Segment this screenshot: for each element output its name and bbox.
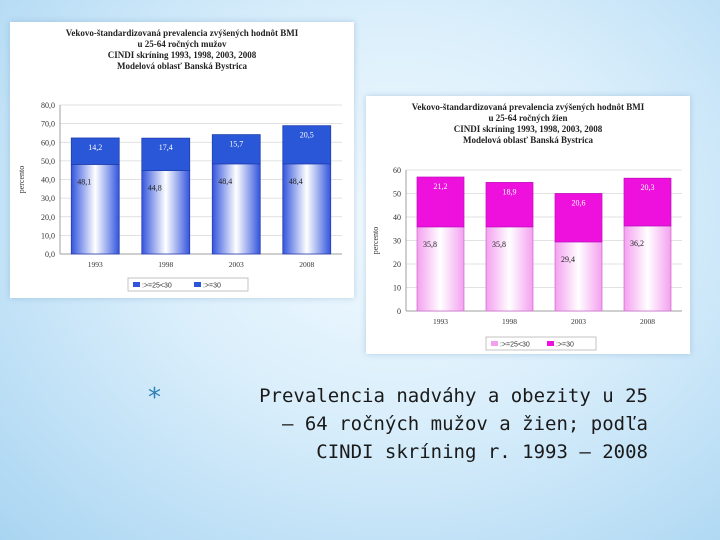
- data-label: 35,8: [492, 240, 506, 249]
- legend-label: :>=30: [203, 283, 221, 290]
- bar-segment-upper: [623, 177, 672, 227]
- y-tick-label: 0: [397, 307, 401, 316]
- y-tick-label: 50,0: [41, 157, 55, 166]
- y-tick-label: 10: [393, 284, 401, 293]
- legend-swatch: [133, 282, 140, 287]
- x-tick-label: 2008: [640, 317, 655, 326]
- women-title-line: CINDI skríning 1993, 1998, 2003, 2008: [453, 124, 603, 134]
- men-title-line: CINDI skríning 1993, 1998, 2003, 2008: [107, 50, 257, 60]
- women-plot-area: 0 10 20 30 40 50 60 percento 35,8 21,2 1993 35,8 18,…: [371, 166, 682, 351]
- bar-segment-lower: [554, 241, 603, 312]
- legend-label: :>=25<30: [500, 342, 530, 349]
- data-label: 20,6: [572, 199, 586, 208]
- data-label: 36,2: [630, 239, 644, 248]
- x-tick-label: 1998: [158, 260, 173, 269]
- x-tick-label: 2003: [571, 317, 586, 326]
- data-label: 48,1: [77, 177, 91, 186]
- data-label: 18,9: [503, 187, 517, 196]
- men-title-line: u 25-64 ročných mužov: [137, 39, 227, 49]
- data-label: 17,4: [159, 143, 173, 152]
- caption-line: – 64 ročných mužov a žien; podľa: [281, 413, 648, 435]
- y-tick-label: 20,0: [41, 213, 55, 222]
- women-title-line: u 25-64 ročných žien: [488, 113, 568, 123]
- x-tick-label: 1993: [88, 260, 103, 269]
- women-title-line: Vekovo-štandardizovaná prevalencia zvýše…: [411, 102, 645, 112]
- caption-line: Prevalencia nadváhy a obezity u 25: [259, 385, 648, 407]
- bar-segment-upper: [141, 137, 191, 171]
- slide-caption: * Prevalencia nadváhy a obezity u 25 – 6…: [148, 382, 648, 466]
- caption-line: CINDI skríning r. 1993 – 2008: [316, 441, 648, 463]
- y-tick-label: 30,0: [41, 194, 55, 203]
- legend-label: :>=25<30: [142, 283, 172, 290]
- legend-swatch: [547, 341, 554, 346]
- asterisk-bullet-icon: *: [148, 383, 161, 413]
- women-chart-title: Vekovo-štandardizovaná prevalencia zvýše…: [366, 102, 690, 146]
- y-tick-label: 20: [393, 260, 401, 269]
- bar-segment-upper: [416, 176, 465, 228]
- data-label: 15,7: [229, 140, 243, 149]
- legend-label: :>=30: [556, 342, 574, 349]
- y-tick-label: 0,0: [45, 250, 55, 259]
- y-axis-label: percento: [371, 227, 380, 255]
- legend-box: [485, 336, 597, 351]
- bar-segment-lower: [282, 163, 332, 255]
- women-title-line: Modelová oblasť Banská Bystrica: [463, 135, 593, 145]
- y-tick-label: 30: [393, 237, 401, 246]
- bar-segment-upper: [485, 182, 534, 228]
- x-tick-label: 2003: [229, 260, 244, 269]
- data-label: 20,3: [641, 183, 655, 192]
- bar-segment-lower: [623, 225, 672, 312]
- men-bmi-chart: Vekovo-štandardizovaná prevalencia zvýše…: [10, 22, 354, 298]
- bar-segment-upper: [70, 137, 120, 165]
- bar-segment-upper: [282, 125, 332, 165]
- women-bmi-chart: Vekovo-štandardizovaná prevalencia zvýše…: [366, 96, 690, 354]
- bar-segment-lower: [485, 226, 534, 312]
- data-label: 14,2: [88, 143, 102, 152]
- men-chart-title: Vekovo-štandardizovaná prevalencia zvýše…: [10, 28, 354, 72]
- x-tick-label: 1998: [502, 317, 517, 326]
- legend-swatch: [194, 282, 201, 287]
- y-tick-label: 40: [393, 213, 401, 222]
- data-label: 21,2: [434, 182, 448, 191]
- data-label: 48,4: [218, 177, 232, 186]
- bar-segment-lower: [70, 164, 120, 255]
- data-label: 29,4: [561, 255, 575, 264]
- y-axis-label: percento: [17, 166, 26, 194]
- y-tick-label: 60: [393, 166, 401, 175]
- y-tick-label: 60,0: [41, 138, 55, 147]
- bar-segment-upper: [211, 134, 261, 165]
- y-tick-label: 80,0: [41, 101, 55, 110]
- x-tick-label: 2008: [299, 260, 314, 269]
- y-tick-label: 70,0: [41, 120, 55, 129]
- y-tick-label: 50: [393, 190, 401, 199]
- x-tick-label: 1993: [433, 317, 448, 326]
- legend-box: [127, 277, 249, 292]
- data-label: 48,4: [289, 177, 303, 186]
- men-title-line: Vekovo-štandardizovaná prevalencia zvýše…: [65, 28, 299, 38]
- men-title-line: Modelová oblasť Banská Bystrica: [117, 61, 247, 71]
- bar-segment-lower: [141, 170, 191, 255]
- data-label: 35,8: [423, 240, 437, 249]
- y-tick-label: 40,0: [41, 176, 55, 185]
- y-tick-label: 10,0: [41, 231, 55, 240]
- legend-swatch: [491, 341, 498, 346]
- data-label: 20,5: [300, 131, 314, 140]
- bar-segment-upper: [554, 193, 603, 243]
- men-plot-area: 0,0 10,0 20,0 30,0 40,0 50,0 60,0 70,0 80,0 perce…: [17, 101, 342, 292]
- data-label: 44,8: [148, 184, 162, 193]
